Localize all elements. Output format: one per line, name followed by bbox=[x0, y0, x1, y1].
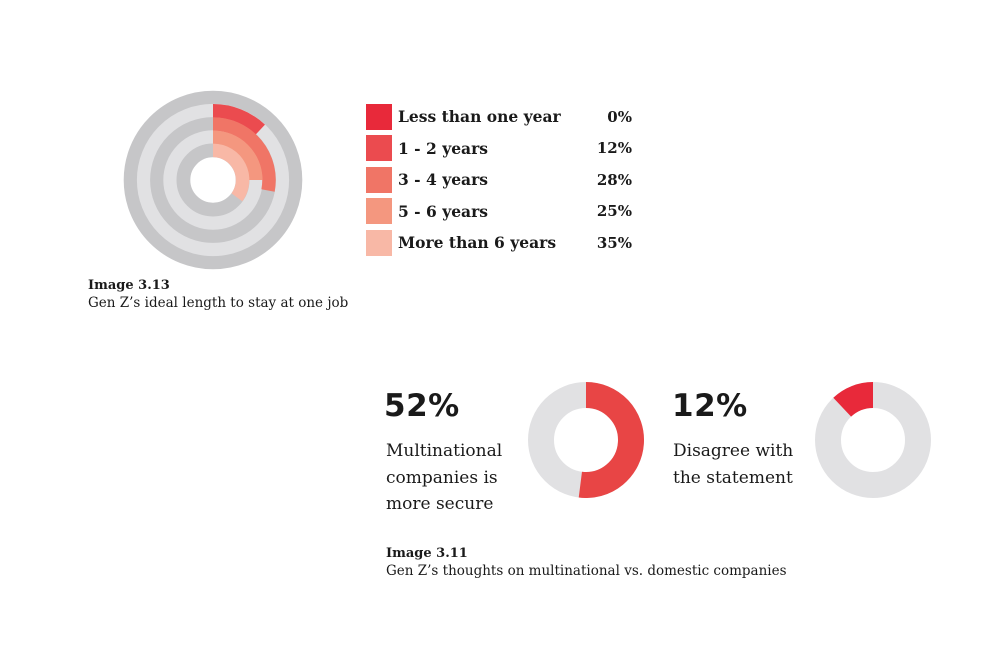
stat-value-multinational: 52% bbox=[384, 388, 460, 424]
stat-value-disagree: 12% bbox=[672, 388, 748, 424]
legend-label: 3 - 4 years bbox=[398, 170, 488, 190]
legend-value: 35% bbox=[596, 233, 632, 252]
ring-bar-5 bbox=[212, 143, 250, 202]
ring-bar-4 bbox=[212, 130, 263, 181]
caption-text: Gen Z’s thoughts on multinational vs. do… bbox=[386, 563, 787, 579]
legend-item: 5 - 6 years 25% bbox=[366, 196, 636, 228]
legend-swatch bbox=[366, 135, 392, 162]
legend-item: Less than one year 0% bbox=[366, 101, 636, 133]
chart-caption-multinational: Image 3.11 Gen Z’s thoughts on multinati… bbox=[386, 545, 787, 581]
stat-description-multinational: Multinational companies is more secure bbox=[386, 441, 503, 514]
caption-title: Image 3.13 bbox=[88, 278, 170, 293]
donut-chart-disagree bbox=[815, 382, 931, 498]
chart-legend: Less than one year 0% 1 - 2 years 12% 3 - 4 … bbox=[366, 101, 636, 259]
stat-description-disagree: Disagree with the statement bbox=[673, 441, 794, 488]
legend-value: 25% bbox=[596, 202, 632, 221]
ring-bar-3 bbox=[212, 117, 276, 192]
legend-swatch bbox=[366, 103, 392, 130]
caption-title: Image 3.11 bbox=[386, 546, 468, 561]
legend-value: 0% bbox=[607, 107, 632, 126]
donut-slice bbox=[578, 382, 644, 498]
caption-text: Gen Z’s ideal length to stay at one job bbox=[88, 295, 349, 311]
ring-bar-2 bbox=[212, 104, 265, 135]
donut-slice bbox=[833, 382, 874, 418]
legend-label: 1 - 2 years bbox=[398, 138, 488, 158]
legend-item: More than 6 years 35% bbox=[366, 227, 636, 259]
donut-track bbox=[815, 382, 931, 498]
legend-swatch bbox=[366, 229, 392, 256]
legend-swatch bbox=[366, 198, 392, 225]
legend-label: More than 6 years bbox=[398, 233, 557, 253]
legend-value: 28% bbox=[596, 170, 632, 189]
legend-item: 1 - 2 years 12% bbox=[366, 133, 636, 165]
radial-bar-chart bbox=[123, 90, 303, 270]
legend-item: 3 - 4 years 28% bbox=[366, 164, 636, 196]
chart-caption-job-length: Image 3.13 Gen Z’s ideal length to stay … bbox=[88, 277, 348, 313]
ring-track-1 bbox=[123, 90, 303, 270]
donut-chart-multinational bbox=[528, 382, 644, 498]
legend-value: 12% bbox=[596, 139, 632, 158]
legend-label: Less than one year bbox=[398, 107, 561, 127]
legend-swatch bbox=[366, 166, 392, 193]
legend-label: 5 - 6 years bbox=[398, 201, 488, 221]
